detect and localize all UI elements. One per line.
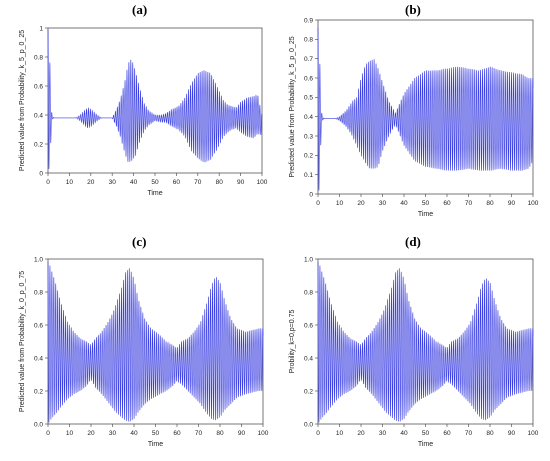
chart-a: 0 10 20 30 40 50 60 70 80 90 100 0 0.2 0.4 0.6 0.8 1 Time… (19, 25, 268, 197)
y-tick-label: 1.0 (34, 256, 43, 263)
y-tick-label: 0.4 (34, 112, 43, 119)
y-tick-label: 0.2 (304, 388, 313, 395)
x-tick-label: 30 (379, 430, 387, 437)
series-line (47, 29, 263, 170)
y-tick-label: 0.0 (304, 421, 313, 428)
y-tick-label: 0.0 (34, 421, 43, 428)
x-tick-label: 100 (528, 200, 539, 207)
panel-label-a: (a) (132, 2, 148, 17)
x-tick-label: 100 (528, 430, 539, 437)
x-tick-label: 80 (216, 179, 224, 186)
y-tick-label: 0.9 (304, 17, 313, 24)
x-axis-label: Time (147, 190, 162, 197)
x-tick-label: 60 (173, 430, 181, 437)
y-tick-label: 0.4 (304, 114, 313, 121)
chart-d: 0 10 20 30 40 50 60 70 80 90 100 0.0 0.2 0.4 0.6 0.8 1.0… (289, 256, 539, 448)
series-line (317, 27, 534, 191)
y-tick-label: 0.6 (34, 322, 43, 329)
x-tick-label: 40 (400, 430, 408, 437)
y-axis-label: Predicted value from Probability_k_5_p_0… (19, 30, 26, 171)
x-tick-label: 40 (400, 200, 408, 207)
x-tick-label: 20 (357, 430, 365, 437)
y-tick-label: 0.8 (304, 289, 313, 296)
x-tick-label: 70 (195, 430, 203, 437)
chart-c: 0 10 20 30 40 50 60 70 80 90 100 0.0 0.2 0.4 0.6 0.8 1.0… (19, 256, 269, 448)
x-tick-label: 100 (257, 179, 268, 186)
x-tick-label: 70 (465, 200, 473, 207)
x-tick-label: 80 (216, 430, 224, 437)
series-line (317, 262, 534, 423)
y-tick-label: 1.0 (304, 256, 313, 263)
y-tick-label: 0.4 (34, 355, 43, 362)
y-tick-label: 0.6 (34, 83, 43, 90)
x-tick-label: 0 (316, 430, 320, 437)
y-tick-label: 0.2 (304, 153, 313, 160)
x-tick-label: 30 (109, 179, 117, 186)
x-tick-label: 20 (87, 430, 95, 437)
panel-label-c: (c) (132, 234, 147, 249)
x-tick-label: 90 (508, 200, 516, 207)
y-tick-label: 0.8 (304, 37, 313, 44)
x-tick-label: 70 (194, 179, 202, 186)
y-tick-label: 0.4 (304, 355, 313, 362)
x-tick-label: 90 (237, 179, 245, 186)
plot-frame (47, 27, 263, 174)
y-tick-label: 0 (309, 191, 313, 198)
series-line (47, 262, 264, 423)
y-tick-label: 1 (39, 25, 43, 32)
y-tick-label: 0.6 (304, 75, 313, 82)
chart-b: 0 10 20 30 40 50 60 70 80 90 100 0 0.1 0.2 0.3 0.4 0.5 0.… (289, 17, 539, 218)
x-tick-label: 40 (130, 430, 138, 437)
x-tick-label: 50 (152, 430, 160, 437)
x-tick-label: 10 (336, 200, 344, 207)
x-axis-label: Time (418, 211, 433, 218)
x-tick-label: 0 (316, 200, 320, 207)
x-tick-label: 10 (336, 430, 344, 437)
y-axis-label: Predicted value from Probability_k_5_p_0… (289, 36, 296, 177)
x-tick-label: 50 (422, 200, 430, 207)
x-tick-label: 40 (130, 179, 138, 186)
y-tick-label: 0 (39, 170, 43, 177)
x-tick-label: 50 (151, 179, 159, 186)
x-tick-label: 0 (46, 430, 50, 437)
y-tick-label: 0.5 (304, 95, 313, 102)
x-tick-label: 60 (443, 430, 451, 437)
x-tick-label: 10 (66, 430, 74, 437)
y-tick-label: 0.6 (304, 322, 313, 329)
y-tick-label: 0.8 (34, 54, 43, 61)
panel-label-b: (b) (405, 2, 421, 17)
x-tick-label: 80 (486, 200, 494, 207)
x-axis-label: Time (148, 441, 163, 448)
x-tick-label: 60 (443, 200, 451, 207)
x-tick-label: 0 (46, 179, 50, 186)
x-tick-label: 90 (508, 430, 516, 437)
x-tick-label: 70 (465, 430, 473, 437)
x-axis-label: Time (418, 441, 433, 448)
x-tick-label: 80 (486, 430, 494, 437)
y-tick-label: 0.2 (34, 141, 43, 148)
x-tick-label: 90 (238, 430, 246, 437)
x-tick-label: 30 (379, 200, 387, 207)
y-tick-label: 0.1 (304, 172, 313, 179)
x-tick-label: 20 (87, 179, 95, 186)
x-tick-label: 30 (109, 430, 117, 437)
x-tick-label: 60 (173, 179, 181, 186)
x-tick-label: 50 (422, 430, 430, 437)
y-tick-label: 0.8 (34, 289, 43, 296)
y-axis-label: Predicted value from Probability_k_0_p_0… (19, 271, 26, 412)
x-tick-label: 20 (357, 200, 365, 207)
y-tick-label: 0.3 (304, 133, 313, 140)
y-tick-label: 0.7 (304, 56, 313, 63)
panel-label-d: (d) (405, 234, 421, 249)
y-tick-label: 0.2 (34, 388, 43, 395)
y-axis-label: Probility_k=0,p=0.75 (289, 309, 296, 373)
x-tick-label: 10 (66, 179, 74, 186)
x-tick-label: 100 (258, 430, 269, 437)
